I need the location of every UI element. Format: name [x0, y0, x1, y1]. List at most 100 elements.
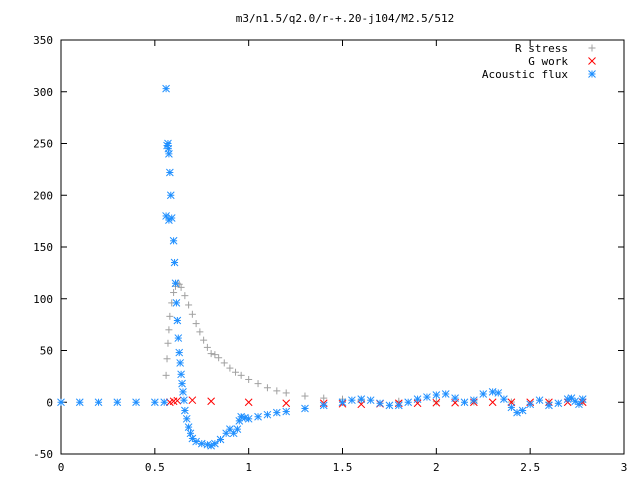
data-point [165, 149, 173, 158]
y-tick-label: 0 [46, 396, 53, 409]
data-point [394, 401, 403, 410]
legend-marker [588, 70, 596, 78]
data-point [233, 425, 242, 434]
data-point [150, 398, 159, 407]
data-point [578, 395, 587, 403]
x-tick-label: 3 [621, 461, 628, 474]
series-g-work [165, 396, 587, 409]
data-point [320, 394, 328, 402]
data-point [178, 379, 186, 388]
data-point [75, 398, 84, 407]
data-point [132, 398, 140, 407]
data-point [376, 399, 384, 408]
data-point [184, 423, 193, 431]
data-point [432, 398, 441, 407]
data-point [357, 395, 366, 403]
data-point [162, 84, 170, 93]
data-point [113, 398, 122, 407]
data-point [338, 398, 347, 407]
data-point [554, 399, 563, 408]
data-point [188, 310, 196, 318]
data-point [254, 412, 262, 421]
data-point [200, 336, 208, 344]
x-axis: 0 0.5 1 1.5 2 2.5 3 [58, 40, 628, 474]
data-point [222, 429, 231, 438]
data-point [535, 396, 544, 405]
x-tick-label: 2 [433, 461, 440, 474]
x-tick-label: 2.5 [520, 461, 540, 474]
series-acoustic-flux [57, 84, 587, 450]
data-point [182, 414, 191, 423]
data-point [185, 301, 193, 309]
data-point [385, 401, 394, 410]
data-point [57, 398, 65, 407]
data-point [263, 410, 272, 419]
data-point [192, 320, 200, 328]
data-point [301, 404, 309, 413]
data-point [232, 368, 240, 376]
chart-title: m3/n1.5/q2.0/r-+.20-j104/M2.5/512 [236, 12, 455, 25]
data-point [169, 236, 178, 245]
x-tick-label: 0.5 [145, 461, 165, 474]
data-point [165, 168, 174, 177]
y-tick-label: 200 [33, 189, 53, 202]
x-tick-label: 0 [58, 461, 65, 474]
data-point [170, 289, 178, 297]
data-point [211, 351, 219, 359]
data-point [470, 396, 478, 405]
data-point [441, 390, 450, 398]
y-tick-label: 350 [33, 34, 53, 47]
plot-frame [60, 39, 625, 455]
data-point [526, 400, 535, 409]
data-point [215, 354, 223, 362]
data-point [423, 393, 431, 401]
data-point [226, 364, 234, 372]
data-point [282, 389, 290, 397]
legend-label: G work [528, 55, 568, 68]
data-point [211, 439, 219, 448]
legend-marker [588, 57, 596, 65]
data-point [518, 406, 527, 415]
legend-label: R stress [515, 42, 568, 55]
data-point [176, 359, 185, 367]
data-point [494, 389, 503, 397]
data-point [488, 398, 497, 407]
data-point [237, 371, 245, 379]
data-point [181, 292, 189, 300]
data-point [479, 390, 488, 398]
data-point [207, 397, 215, 406]
legend-marker [588, 44, 596, 52]
data-point [171, 279, 180, 288]
data-point [244, 414, 253, 423]
data-point [282, 407, 291, 416]
data-point [245, 375, 253, 383]
y-tick-label: 300 [33, 86, 53, 99]
data-point [432, 391, 441, 399]
y-tick-label: -50 [33, 448, 53, 461]
data-point [244, 398, 253, 407]
y-tick-label: 250 [33, 138, 53, 151]
data-point [164, 339, 172, 347]
data-point [170, 258, 179, 267]
data-point [94, 398, 103, 407]
data-point [413, 395, 422, 403]
data-point [177, 370, 185, 379]
data-point [282, 399, 291, 408]
data-point [173, 396, 182, 405]
y-tick-label: 50 [40, 345, 53, 358]
data-point [545, 401, 553, 410]
data-point [186, 429, 195, 438]
data-point [165, 326, 173, 334]
data-point [167, 214, 176, 222]
data-point [348, 396, 356, 405]
data-point [366, 396, 375, 405]
data-point [166, 191, 175, 200]
x-tick-label: 1 [245, 461, 252, 474]
data-point [273, 387, 281, 395]
data-point [174, 334, 183, 342]
y-tick-label: 150 [33, 241, 53, 254]
data-point [188, 396, 197, 405]
data-point [272, 408, 281, 417]
data-point [263, 384, 271, 392]
series-r-stress [162, 279, 587, 406]
